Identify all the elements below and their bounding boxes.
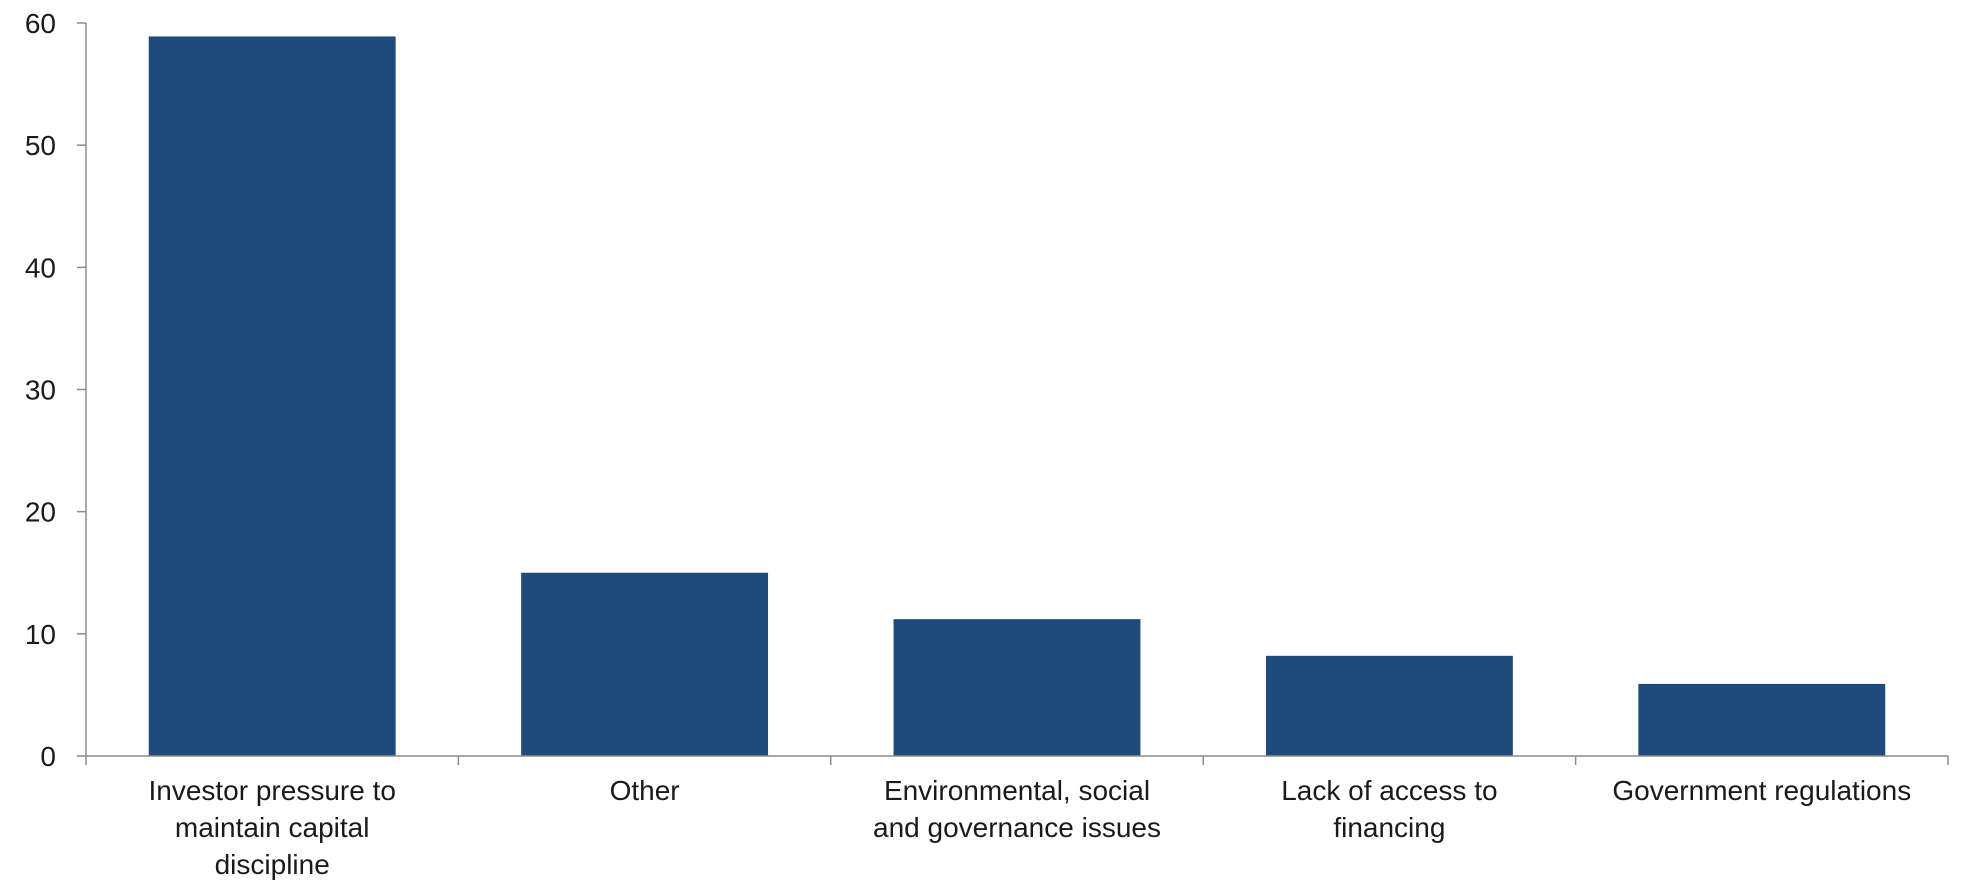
x-category-label-line: Lack of access to xyxy=(1281,775,1497,806)
y-tick-label: 50 xyxy=(25,130,56,161)
y-tick-label: 20 xyxy=(25,497,56,528)
x-category-label-line: financing xyxy=(1333,812,1445,843)
bar xyxy=(893,619,1141,756)
y-tick-label: 40 xyxy=(25,252,56,283)
x-category-label: Government regulations xyxy=(1612,775,1911,806)
x-category-label-line: Government regulations xyxy=(1612,775,1911,806)
bar xyxy=(1638,683,1886,756)
bar xyxy=(1265,655,1513,756)
x-category-label: Environmental, social and governance issu… xyxy=(873,775,1161,843)
x-category-label-line: discipline xyxy=(215,849,330,880)
x-category-label-line: maintain capital xyxy=(175,812,370,843)
x-category-label-line: Environmental, social xyxy=(884,775,1150,806)
y-tick-label: 30 xyxy=(25,375,56,406)
bar xyxy=(521,572,769,756)
y-tick-label: 10 xyxy=(25,619,56,650)
x-category-label: Other xyxy=(610,775,680,806)
bar xyxy=(148,36,396,756)
y-tick-label: 0 xyxy=(40,741,56,772)
x-category-label-line: and governance issues xyxy=(873,812,1161,843)
x-axis: Investor pressure to maintain capital disc… xyxy=(85,755,1949,880)
y-tick-label: 60 xyxy=(25,8,56,39)
bars xyxy=(148,36,1886,756)
y-axis: 0 10 20 30 40 50 60 xyxy=(25,8,87,772)
x-category-label-line: Other xyxy=(610,775,680,806)
x-category-label-line: Investor pressure to xyxy=(148,775,395,806)
x-category-label: Lack of access to financing xyxy=(1281,775,1497,843)
x-category-label: Investor pressure to maintain capital disc… xyxy=(148,775,395,880)
